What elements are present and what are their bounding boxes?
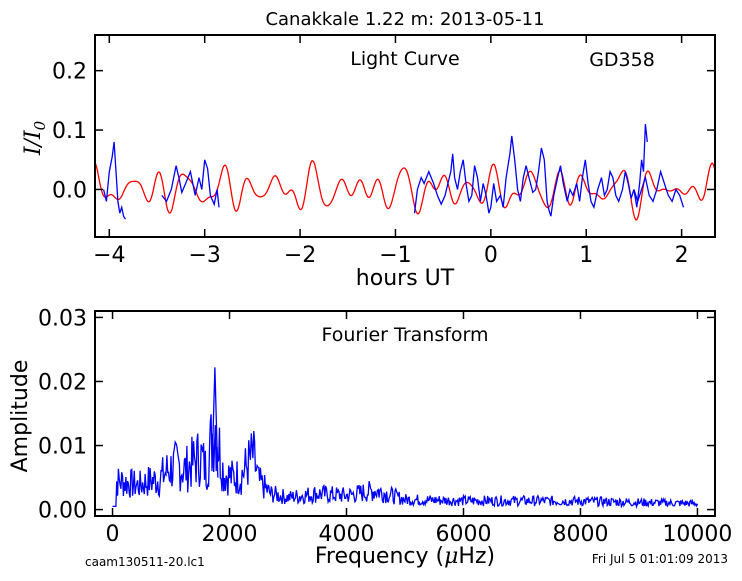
figure-title: Canakkale 1.22 m: 2013-05-11	[265, 9, 544, 30]
fourier-xtick-label: 10000	[662, 522, 732, 547]
fourier-ytick-label: 0.02	[38, 370, 87, 395]
footer-timestamp: Fri Jul 5 01:01:09 2013	[592, 552, 728, 566]
model-light-curve-line	[95, 160, 715, 221]
fourier-ylabel: Amplitude	[8, 360, 33, 473]
fourier-main-peak	[211, 367, 219, 478]
light-curve-frame	[94, 34, 716, 238]
light-curve-ylabel: I/I0	[21, 120, 49, 156]
fourier-ytick-label: 0.01	[38, 435, 87, 460]
fourier-xtick-label: 8000	[552, 522, 608, 547]
light-curve-xtick-label: −3	[188, 243, 220, 268]
light-curve-xlabel: hours UT	[356, 266, 455, 291]
fourier-xtick-label: 6000	[435, 522, 491, 547]
fourier-xtick-label: 4000	[319, 522, 375, 547]
light-curve-annotation: Light Curve	[350, 48, 460, 70]
light-curve-ticks: −4 −3 −2 −1 0 1 2 0.0 0.1 0.2	[52, 35, 715, 268]
light-curve-xtick-label: −4	[93, 243, 125, 268]
object-label: GD358	[589, 49, 655, 71]
fourier-frame	[94, 310, 716, 517]
fourier-ytick-label: 0.00	[38, 499, 87, 524]
light-curve-xtick-label: 0	[484, 243, 498, 268]
fourier-panel: 0 2000 4000 6000 8000 10000 0.00 0.01 0.02 0.03 F…	[8, 306, 732, 569]
observed-light-curve-segment	[102, 141, 127, 220]
light-curve-xtick-label: 2	[675, 243, 689, 268]
fourier-xlabel: Frequency (μHz)	[315, 544, 495, 569]
fourier-amplitude-line	[112, 414, 699, 510]
observed-light-curve-segment	[413, 124, 648, 217]
fourier-ticks: 0 2000 4000 6000 8000 10000 0.00 0.01 0.02 0.03	[38, 306, 732, 547]
light-curve-panel: −4 −3 −2 −1 0 1 2 0.0 0.1 0.2 Light Curve GD358 h…	[21, 34, 716, 291]
light-curve-ytick-label: 0.2	[52, 60, 87, 85]
observed-light-curve-segment	[161, 159, 220, 208]
fourier-xtick-label: 0	[106, 522, 120, 547]
fourier-ytick-label: 0.03	[38, 306, 87, 331]
light-curve-ytick-label: 0.1	[52, 119, 87, 144]
fourier-xtick-label: 2000	[202, 522, 258, 547]
light-curve-xtick-label: 1	[579, 243, 593, 268]
light-curve-xtick-label: −2	[284, 243, 316, 268]
fourier-annotation: Fourier Transform	[321, 324, 488, 346]
light-curve-xtick-label: −1	[379, 243, 411, 268]
footer-filename: caam130511-20.lc1	[85, 555, 205, 569]
observed-light-curve-segment	[633, 169, 685, 208]
light-curve-ytick-label: 0.0	[52, 178, 87, 203]
